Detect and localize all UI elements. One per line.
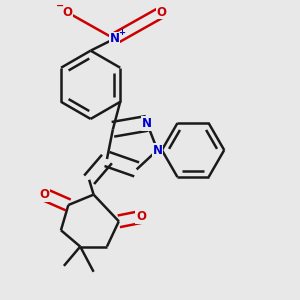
Text: O: O (40, 188, 50, 201)
Text: O: O (136, 210, 146, 224)
Text: N: N (142, 117, 152, 130)
Text: O: O (62, 6, 72, 19)
Text: N: N (110, 32, 119, 45)
Text: −: − (56, 1, 64, 10)
Text: O: O (157, 6, 167, 19)
Text: +: + (118, 28, 125, 37)
Text: N: N (152, 144, 162, 157)
